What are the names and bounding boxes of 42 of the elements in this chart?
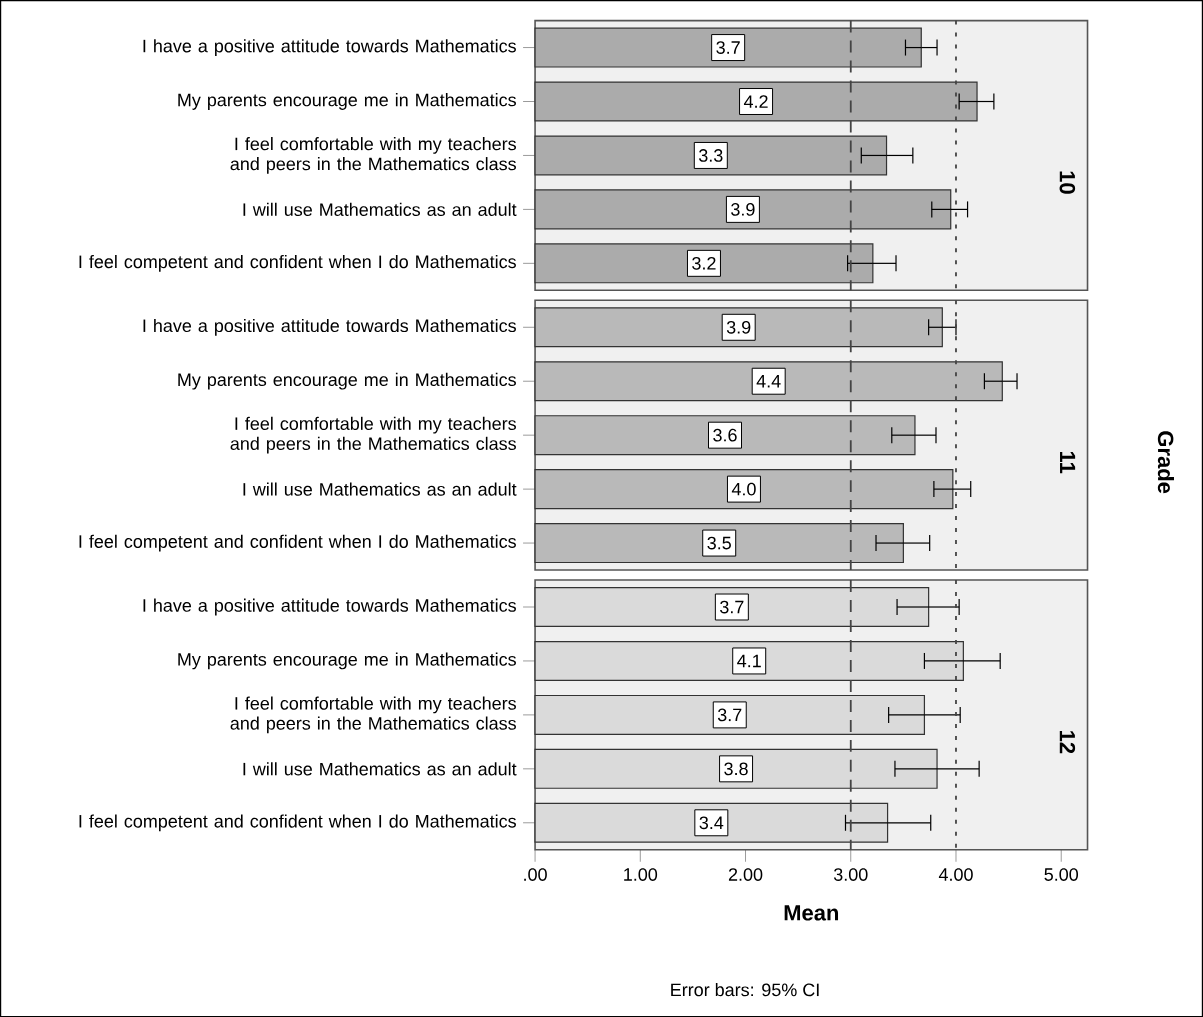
data-label: 3.7 — [717, 708, 742, 722]
data-label: 4.0 — [731, 482, 756, 496]
data-label: 3.7 — [716, 41, 740, 54]
y-tick-label: I have a positive attitude towards Mathematics — [143, 598, 516, 616]
x-tick-label: 1.00 — [624, 868, 658, 881]
y-tick-label: I feel comfortable with my teachers and peers in the Mathematics class — [230, 696, 516, 734]
data-label: 4.1 — [737, 654, 761, 668]
data-label: 3.4 — [699, 816, 724, 830]
y-tick-label: I will use Mathematics as an adult — [243, 202, 517, 216]
y-tick-label: My parents encourage me in Mathematics — [178, 372, 516, 390]
y-tick-label: I feel competent and confident when I do Mathematics — [79, 254, 516, 272]
y-tick-label: My parents encourage me in Mathematics — [178, 93, 516, 110]
data-label: 3.6 — [713, 428, 737, 442]
data-label: 3.3 — [698, 148, 723, 162]
y-tick-label: I have a positive attitude towards Mathematics — [143, 39, 516, 56]
text: 12 — [1059, 730, 1076, 754]
text: 11 — [1060, 451, 1076, 474]
y-tick-label: I will use Mathematics as an adult — [243, 482, 517, 496]
data-label: 3.5 — [707, 536, 731, 550]
y-tick-label: I feel comfortable with my teachers and peers in the Mathematics class — [230, 136, 516, 174]
x-tick-label: 3.00 — [833, 868, 868, 881]
y-tick-label: My parents encourage me in Mathematics — [178, 652, 516, 670]
x-tick-label: 4.00 — [938, 868, 973, 881]
data-label: 3.7 — [720, 600, 744, 614]
data-label: 3.8 — [724, 762, 748, 776]
x-tick-label: 2.00 — [728, 868, 763, 881]
x-tick-label: .00 — [524, 868, 547, 881]
data-label: 4.4 — [756, 374, 781, 388]
x-axis-title: Mean — [784, 905, 839, 921]
y-tick-label: I will use Mathematics as an adult — [243, 762, 517, 776]
y-tick-label: I have a positive attitude towards Mathematics — [143, 318, 516, 336]
text: Error bars: 95% CI — [671, 982, 819, 997]
y-tick-label: I feel competent and confident when I do Mathematics — [79, 814, 516, 832]
data-label: 3.2 — [692, 256, 716, 270]
text: 10 — [1059, 171, 1076, 194]
y-tick-label: I feel competent and confident when I do Mathematics — [79, 534, 516, 552]
y2-axis-title: Grade — [1157, 431, 1174, 494]
data-label: 3.9 — [731, 202, 755, 216]
y-tick-label: I feel comfortable with my teachers and peers in the Mathematics class — [230, 416, 516, 454]
data-label: 3.9 — [726, 320, 751, 334]
x-tick-label: 5.00 — [1044, 868, 1079, 881]
data-label: 4.2 — [743, 95, 768, 108]
